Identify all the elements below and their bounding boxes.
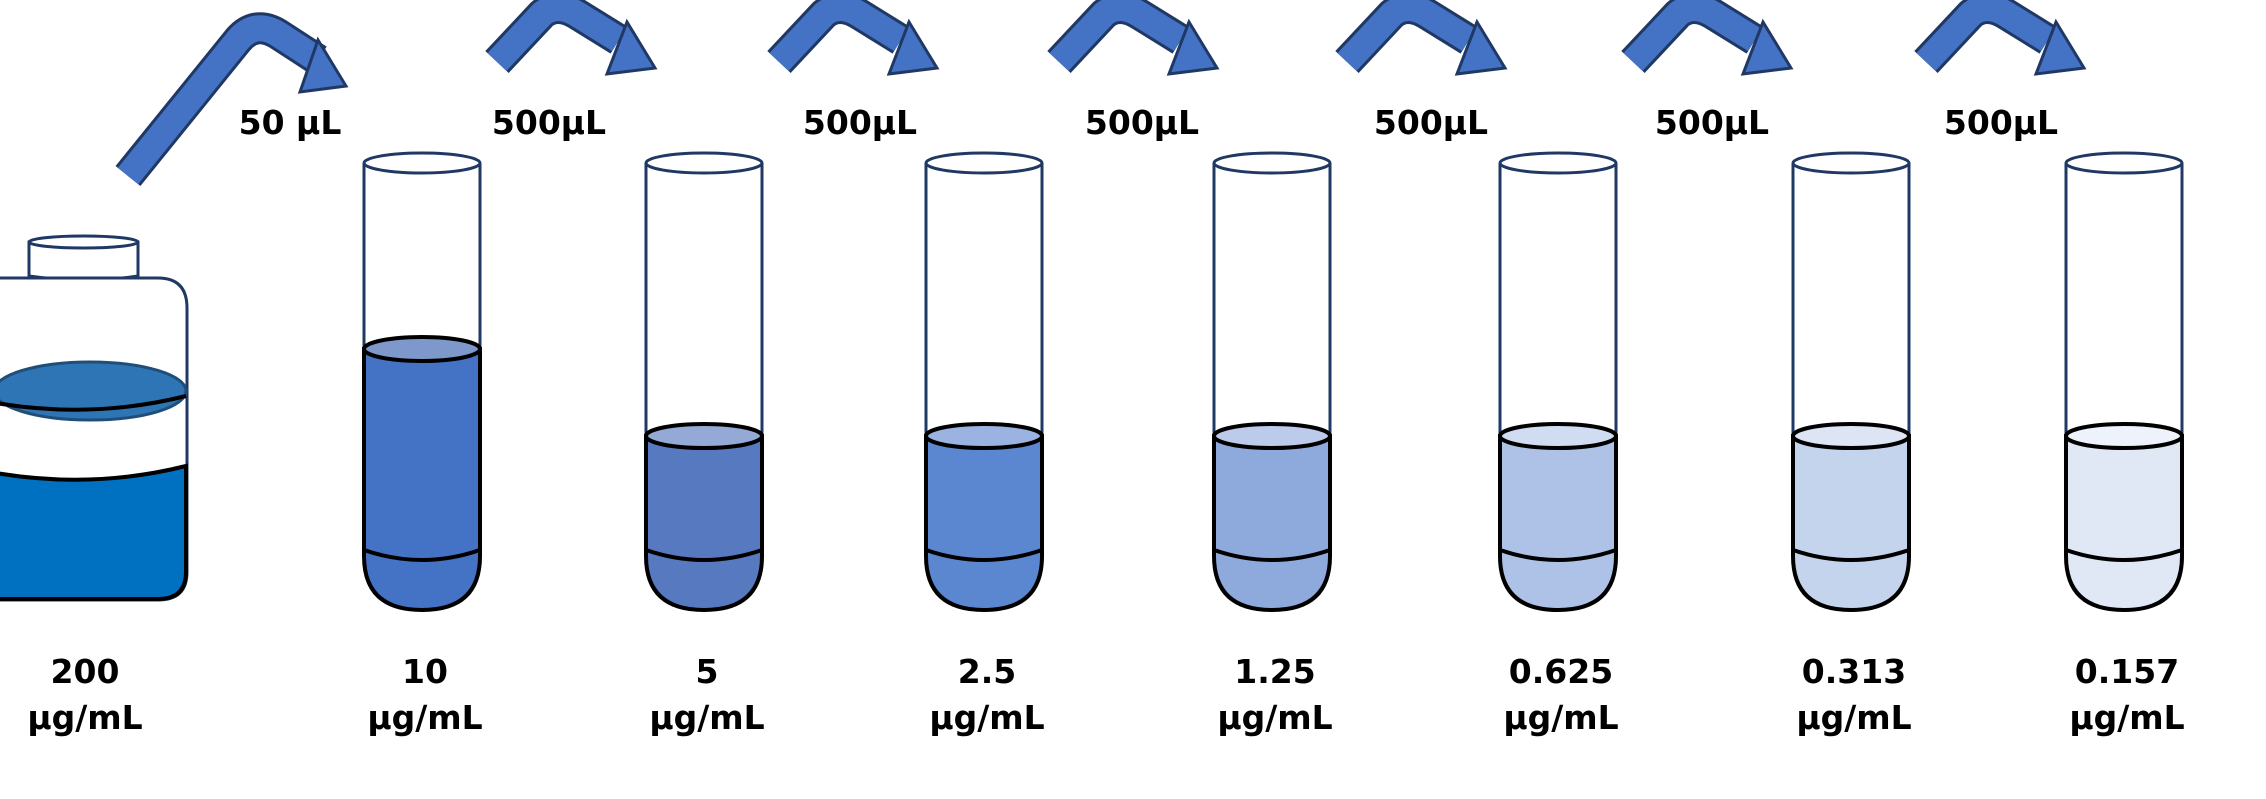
arrow-head: [1740, 18, 1794, 76]
tube-liquid-surface: [924, 422, 1044, 450]
tube-liquid: [1791, 434, 1911, 613]
tube-unit: µg/mL: [367, 698, 482, 737]
tube-liquid: [1212, 434, 1332, 613]
tube-unit: µg/mL: [1503, 698, 1618, 737]
tube-glass: [1212, 163, 1332, 436]
tube-unit: µg/mL: [2069, 698, 2184, 737]
test-tube: 0.625 µg/mL: [1498, 151, 1619, 737]
tube-rim: [1791, 151, 1911, 175]
test-tube: 10 µg/mL: [362, 151, 483, 737]
arrow-shaft: [1049, 0, 1188, 71]
tube-concentration: 0.313: [1802, 652, 1906, 691]
tube-concentration: 0.625: [1509, 652, 1613, 691]
stock-concentration: 200: [51, 652, 120, 691]
transfer-arrow: 500µL: [1621, 0, 1794, 142]
tube-liquid-surface: [644, 422, 764, 450]
test-tube: 2.5 µg/mL: [924, 151, 1045, 737]
tube-rim: [1212, 151, 1332, 175]
tube-rim: [644, 151, 764, 175]
bottle-liquid: [0, 463, 188, 601]
tube-concentration: 5: [696, 652, 719, 691]
tube-bottom-band: [925, 548, 1043, 562]
tube-liquid-surface: [1212, 422, 1332, 450]
tube-bottom-band: [645, 548, 763, 562]
bottle-cap-top: [27, 234, 140, 250]
tube-rim: [2064, 151, 2184, 175]
tube-unit: µg/mL: [1217, 698, 1332, 737]
transfer-volume: 500µL: [1655, 103, 1769, 142]
tube-liquid: [1498, 434, 1618, 613]
bottle-band-line: [0, 394, 187, 412]
tube-liquid: [924, 434, 1044, 613]
tube-liquid-surface: [2064, 422, 2184, 450]
tube-bottom-band: [1213, 548, 1331, 562]
tube-glass: [1791, 163, 1911, 436]
transfer-volume: 500µL: [1944, 103, 2058, 142]
tube-rim: [1498, 151, 1618, 175]
test-tube: 1.25 µg/mL: [1212, 151, 1333, 737]
tube-bottom-band: [1499, 548, 1617, 562]
arrow-shaft: [487, 0, 626, 71]
arrow-head: [2033, 18, 2087, 76]
tube-glass: [924, 163, 1044, 436]
tube-bottom-band: [363, 548, 481, 562]
arrow-shaft: [1337, 0, 1476, 71]
arrow-shaft: [1623, 0, 1762, 71]
arrow-head: [886, 18, 940, 76]
arrow-head: [1166, 18, 1220, 76]
transfer-volume: 500µL: [1374, 103, 1488, 142]
tube-liquid: [362, 347, 482, 613]
stock-bottle: [0, 234, 189, 602]
arrow-shaft: [117, 15, 326, 185]
tube-glass: [2064, 163, 2184, 436]
tube-concentration: 2.5: [958, 652, 1016, 691]
tube-concentration: 1.25: [1234, 652, 1315, 691]
tube-bottom-band: [2065, 548, 2183, 562]
arrow-head: [604, 18, 658, 76]
transfer-arrow: 500µL: [1335, 0, 1508, 142]
tube-liquid-surface: [1791, 422, 1911, 450]
arrow-head: [1454, 18, 1508, 76]
tube-concentration: 10: [402, 652, 448, 691]
transfer-arrow: 500µL: [1914, 0, 2087, 142]
tube-unit: µg/mL: [649, 698, 764, 737]
transfer-volume: 500µL: [492, 103, 606, 142]
tube-liquid-surface: [362, 335, 482, 363]
arrow-shaft: [769, 0, 908, 71]
tube-rim: [362, 151, 482, 175]
tube-unit: µg/mL: [1796, 698, 1911, 737]
transfer-volume: 500µL: [1085, 103, 1199, 142]
tube-bottom-band: [1792, 548, 1910, 562]
tube-unit: µg/mL: [929, 698, 1044, 737]
transfer-arrow: 500µL: [767, 0, 940, 142]
tube-liquid-surface: [1498, 422, 1618, 450]
transfer-arrow: 50 µL: [115, 12, 349, 187]
arrow-shaft: [1916, 0, 2055, 71]
tube-liquid: [2064, 434, 2184, 613]
tube-liquid: [644, 434, 764, 613]
transfer-arrow: 500µL: [1047, 0, 1220, 142]
tube-glass: [1498, 163, 1618, 436]
test-tube: 0.157 µg/mL: [2064, 151, 2185, 737]
tube-concentration: 0.157: [2075, 652, 2179, 691]
test-tube: 0.313 µg/mL: [1791, 151, 1912, 737]
transfer-arrow: 500µL: [485, 0, 658, 142]
stock-unit: µg/mL: [27, 698, 142, 737]
tube-glass: [362, 163, 482, 349]
transfer-volume: 500µL: [803, 103, 917, 142]
tube-glass: [644, 163, 764, 436]
tube-rim: [924, 151, 1044, 175]
arrow-head: [297, 36, 349, 94]
test-tube: 5 µg/mL: [644, 151, 765, 737]
transfer-volume: 50 µL: [239, 103, 342, 142]
